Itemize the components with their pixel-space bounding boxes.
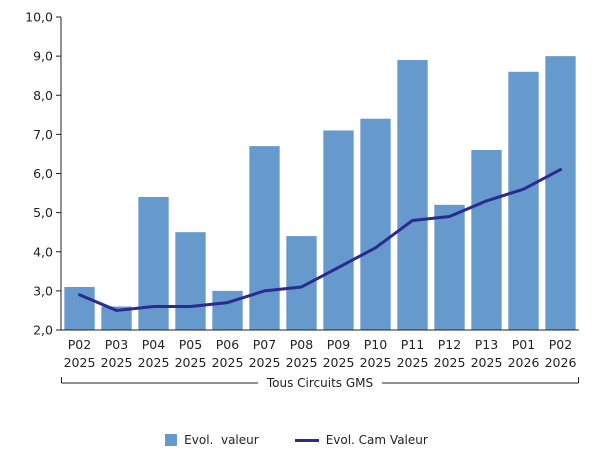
x-tick-label-period: P07 xyxy=(253,337,276,352)
group-label: Tous Circuits GMS xyxy=(266,376,373,390)
x-tick-label-year: 2025 xyxy=(175,355,207,370)
x-tick-label-period: P10 xyxy=(364,337,387,352)
x-tick-label-period: P09 xyxy=(327,337,350,352)
bar xyxy=(434,204,465,330)
y-tick-label: 4,0 xyxy=(33,244,53,259)
legend-swatch-bar xyxy=(165,434,178,446)
x-tick-label-period: P01 xyxy=(512,337,535,352)
x-tick-label-period: P04 xyxy=(142,337,165,352)
y-tick-label: 7,0 xyxy=(33,127,53,142)
bar xyxy=(360,118,391,330)
x-tick-label-year: 2025 xyxy=(397,355,429,370)
x-tick-label-year: 2026 xyxy=(508,355,540,370)
x-tick-label-period: P03 xyxy=(105,337,128,352)
x-tick-label-year: 2025 xyxy=(212,355,244,370)
x-tick-label-year: 2025 xyxy=(138,355,170,370)
y-tick-label: 10,0 xyxy=(25,10,53,25)
bar xyxy=(212,290,243,331)
x-tick-label-period: P13 xyxy=(475,337,498,352)
x-tick-label-year: 2025 xyxy=(249,355,281,370)
legend-item-line: Evol. Cam Valeur xyxy=(294,433,428,447)
x-tick-label-year: 2025 xyxy=(471,355,503,370)
legend-label-line: Evol. Cam Valeur xyxy=(325,433,428,447)
legend-item-bar: Evol. valeur xyxy=(165,433,259,447)
legend-swatch-line xyxy=(294,438,319,442)
x-tick-label-year: 2025 xyxy=(434,355,466,370)
x-tick-label-period: P06 xyxy=(216,337,239,352)
bar xyxy=(249,146,280,330)
series-line xyxy=(78,168,562,312)
y-tick-label: 8,0 xyxy=(33,88,53,103)
bar xyxy=(101,306,132,330)
bar xyxy=(286,236,317,330)
x-tick-label-period: P11 xyxy=(401,337,424,352)
chart-plot: 2,0 3,0 4,0 5,0 6,0 7,0 8,0 9,0 10,0 P02 2025 P03 20… xyxy=(25,10,579,390)
bar xyxy=(471,150,502,330)
x-tick-label-period: P12 xyxy=(438,337,461,352)
y-tick-label: 2,0 xyxy=(33,323,53,338)
x-tick-label-period: P05 xyxy=(179,337,202,352)
x-tick-label-year: 2025 xyxy=(286,355,318,370)
x-tick-label-year: 2025 xyxy=(360,355,392,370)
x-tick-label-year: 2025 xyxy=(64,355,96,370)
bar xyxy=(138,196,169,330)
bar xyxy=(175,232,206,330)
bar xyxy=(397,60,428,330)
x-tick-label-period: P02 xyxy=(549,337,572,352)
x-tick-label-period: P02 xyxy=(68,337,91,352)
bar xyxy=(508,71,539,330)
y-tick-label: 3,0 xyxy=(33,283,53,298)
x-tick-label-year: 2025 xyxy=(323,355,355,370)
legend: Evol. valeur Evol. Cam Valeur xyxy=(0,433,593,447)
x-tick-label-period: P08 xyxy=(290,337,313,352)
bar xyxy=(323,130,354,330)
legend-label-bar: Evol. valeur xyxy=(184,433,259,447)
x-tick-label-year: 2026 xyxy=(545,355,577,370)
y-tick-label: 5,0 xyxy=(33,205,53,220)
y-tick-label: 9,0 xyxy=(33,49,53,64)
y-tick-label: 6,0 xyxy=(33,166,53,181)
x-tick-label-year: 2025 xyxy=(101,355,133,370)
bar xyxy=(545,56,576,331)
